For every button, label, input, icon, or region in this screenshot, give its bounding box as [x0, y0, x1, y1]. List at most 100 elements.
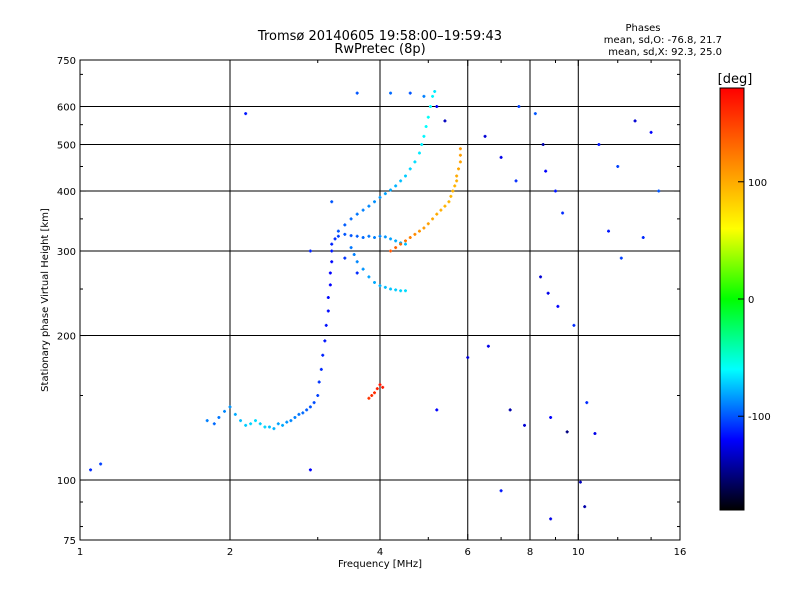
series-f2-lower-branch [349, 246, 407, 293]
grid [80, 60, 680, 540]
x-tick-label: 1 [77, 547, 83, 558]
data-point [457, 167, 461, 171]
data-point [217, 415, 221, 419]
data-point [293, 415, 297, 419]
data-point [458, 153, 462, 157]
data-point [308, 249, 312, 253]
x-tick-label: 10 [572, 547, 585, 558]
data-point [394, 288, 398, 292]
data-point [333, 237, 337, 241]
data-point [541, 143, 545, 147]
data-point [394, 239, 398, 243]
data-point [585, 401, 589, 405]
data-point [443, 204, 447, 208]
data-point [561, 211, 565, 215]
data-point [523, 423, 527, 427]
data-point [417, 229, 421, 233]
data-point [443, 119, 447, 123]
data-point [239, 419, 243, 423]
data-point [399, 289, 403, 293]
x-tick-label: 16 [674, 547, 687, 558]
data-point [539, 275, 543, 279]
data-point [455, 174, 459, 178]
data-point [317, 380, 321, 384]
data-point [281, 423, 285, 427]
data-point [383, 235, 387, 239]
data-point [399, 179, 403, 183]
x-tick-label: 8 [527, 547, 533, 558]
data-point [289, 419, 293, 423]
data-point [413, 160, 417, 164]
data-point [549, 517, 553, 521]
data-point [389, 91, 393, 95]
data-point [381, 385, 385, 389]
data-point [370, 394, 374, 398]
data-point [355, 234, 359, 238]
axis-ticks: 1 2 4 6 8 10 16 75 100 200 300 400 500 600 750 [57, 56, 686, 558]
data-point [426, 222, 430, 226]
data-point [422, 134, 426, 138]
data-point [361, 208, 365, 212]
data-point [517, 105, 521, 109]
data-point [263, 425, 267, 429]
data-point [399, 242, 403, 246]
data-point [378, 234, 382, 238]
data-point [373, 280, 377, 284]
data-point [301, 411, 305, 415]
data-point [447, 200, 451, 204]
x-tick-label: 2 [227, 547, 233, 558]
data-point [483, 134, 487, 138]
data-point [272, 427, 276, 431]
data-point [233, 412, 237, 416]
colorbar-tick-label: 100 [748, 178, 767, 189]
y-tick-label: 75 [63, 536, 76, 547]
data-point [420, 143, 424, 147]
data-point [426, 115, 430, 119]
data-point [394, 246, 398, 250]
x-tick-label: 6 [465, 547, 471, 558]
data-point [508, 408, 512, 412]
data-point [378, 284, 382, 288]
data-point [330, 249, 334, 253]
data-point [649, 130, 653, 134]
data-point [326, 309, 330, 313]
data-point [319, 367, 323, 371]
data-point [367, 275, 371, 279]
series-x-mode-trace [389, 147, 462, 253]
data-point [451, 189, 455, 193]
data-point [431, 217, 435, 221]
data-point [305, 408, 309, 412]
data-point [486, 344, 490, 348]
data-point [336, 229, 340, 233]
data-point [378, 195, 382, 199]
data-point [244, 112, 248, 116]
data-point [355, 212, 359, 216]
data-point [597, 143, 601, 147]
data-point [422, 226, 426, 230]
data-point [205, 419, 209, 423]
data-point [355, 260, 359, 264]
colorbar-ticks: 100 0 -100 [738, 178, 771, 423]
colorbar-tick-label: 0 [748, 295, 754, 306]
series-f2-trace [205, 232, 407, 431]
data-point [499, 489, 503, 493]
data-point [228, 405, 232, 409]
data-point [572, 323, 576, 327]
data-point [394, 184, 398, 188]
data-point [466, 355, 470, 359]
data-point [544, 169, 548, 173]
data-point [343, 256, 347, 260]
data-point [413, 232, 417, 236]
data-point [556, 304, 560, 308]
data-point [458, 160, 462, 164]
data-point [330, 200, 334, 204]
y-tick-label: 300 [57, 247, 76, 258]
data-point [343, 232, 347, 236]
phase-stats-o: mean, sd,O: -76.8, 21.7 [604, 35, 722, 46]
data-point [435, 212, 439, 216]
chart-title: Tromsø 20140605 19:58:00–19:59:43 [257, 29, 502, 44]
data-point [389, 287, 393, 291]
data-point [553, 189, 557, 193]
data-point [336, 234, 340, 238]
data-point [435, 408, 439, 412]
